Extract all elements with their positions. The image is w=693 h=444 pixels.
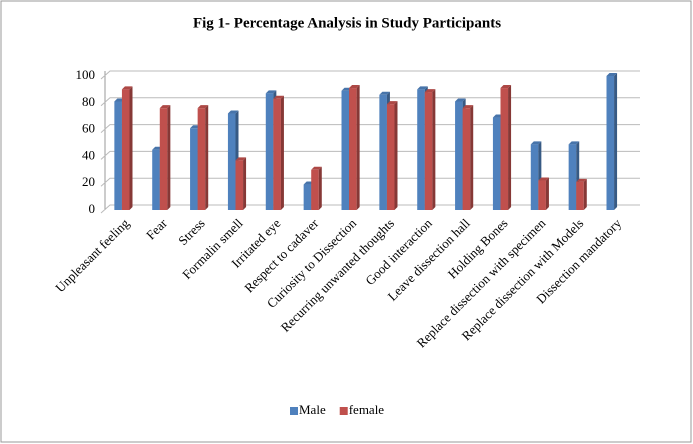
bar-top bbox=[311, 166, 322, 170]
bar-top bbox=[227, 110, 239, 114]
bar-side bbox=[545, 177, 549, 210]
y-tick-label: 40 bbox=[82, 147, 95, 162]
bar-top bbox=[568, 141, 580, 145]
bar-front bbox=[417, 89, 425, 210]
y-tick-label: 0 bbox=[89, 201, 96, 216]
bar-front bbox=[492, 117, 501, 210]
bar bbox=[273, 95, 284, 210]
bar-front bbox=[152, 149, 160, 210]
bar-top bbox=[424, 89, 436, 93]
bar-front bbox=[190, 128, 198, 210]
bar-top bbox=[235, 157, 247, 161]
y-tick-label: 80 bbox=[82, 94, 95, 109]
bar bbox=[538, 177, 549, 210]
bar-top bbox=[462, 105, 474, 109]
bar-front bbox=[265, 93, 274, 210]
bar-front bbox=[530, 144, 539, 210]
bar-front bbox=[349, 88, 357, 210]
bar-front bbox=[114, 101, 122, 210]
bar bbox=[235, 157, 247, 210]
bar-front bbox=[606, 76, 615, 210]
bar-side bbox=[356, 85, 360, 210]
bar-top bbox=[159, 105, 171, 109]
bar-side bbox=[583, 178, 587, 210]
bar-top bbox=[386, 101, 398, 105]
bar-front bbox=[576, 181, 584, 210]
grid-line bbox=[100, 97, 640, 107]
bar-top bbox=[273, 95, 284, 99]
bar bbox=[197, 105, 209, 210]
bar-front bbox=[227, 113, 236, 210]
bar-front bbox=[386, 104, 395, 210]
bar-side bbox=[129, 86, 133, 210]
y-tick-label: 20 bbox=[82, 174, 95, 189]
bar-front bbox=[500, 88, 509, 210]
bar-front bbox=[197, 108, 206, 210]
bar-side bbox=[508, 85, 512, 210]
bar bbox=[386, 101, 398, 210]
bar bbox=[606, 73, 618, 210]
legend-swatch bbox=[339, 407, 348, 415]
bar-side bbox=[243, 157, 247, 210]
bar-top bbox=[265, 90, 277, 94]
bar-top bbox=[500, 85, 512, 89]
bar-top bbox=[606, 73, 618, 76]
bar-front bbox=[568, 144, 577, 210]
legend-label: female bbox=[349, 402, 385, 417]
y-tick-label: 100 bbox=[76, 67, 96, 82]
bar-side bbox=[614, 73, 618, 210]
bar-front bbox=[462, 108, 471, 210]
bar-side bbox=[470, 105, 474, 210]
bar bbox=[349, 85, 360, 210]
bar-front bbox=[311, 169, 319, 210]
bar bbox=[424, 89, 436, 210]
y-tick-label: 60 bbox=[82, 121, 95, 136]
bar-side bbox=[167, 105, 171, 210]
bar bbox=[462, 105, 474, 210]
bar bbox=[500, 85, 512, 210]
bar-front bbox=[424, 92, 433, 210]
bar-side bbox=[280, 95, 284, 210]
bar-front bbox=[303, 184, 312, 210]
bar-top bbox=[576, 178, 587, 182]
bar-side bbox=[205, 105, 209, 210]
bar-front bbox=[159, 108, 168, 210]
bar-front bbox=[455, 101, 463, 210]
bar bbox=[159, 105, 171, 210]
bar-top bbox=[455, 98, 466, 102]
bar-top bbox=[538, 177, 549, 181]
bar-front bbox=[235, 160, 244, 210]
grid-line bbox=[100, 70, 640, 80]
bar-front bbox=[273, 98, 281, 210]
bar-top bbox=[197, 105, 209, 109]
legend-label: Male bbox=[299, 402, 326, 417]
chart-title: Fig 1- Percentage Analysis in Study Part… bbox=[193, 15, 501, 31]
bar-front bbox=[379, 94, 387, 210]
bar-top bbox=[530, 141, 542, 145]
bar-top bbox=[349, 85, 360, 89]
bar bbox=[121, 86, 133, 210]
bar-side bbox=[432, 89, 436, 210]
bar-side bbox=[318, 166, 322, 210]
bar-front bbox=[341, 90, 350, 210]
bar-top bbox=[379, 91, 390, 95]
bar-side bbox=[394, 101, 398, 210]
bar-front bbox=[121, 89, 130, 210]
bar-top bbox=[121, 86, 133, 90]
bar bbox=[311, 166, 322, 210]
bar-top bbox=[417, 86, 428, 90]
bar-front bbox=[538, 180, 546, 210]
bar bbox=[576, 178, 587, 210]
legend-swatch bbox=[290, 407, 298, 415]
